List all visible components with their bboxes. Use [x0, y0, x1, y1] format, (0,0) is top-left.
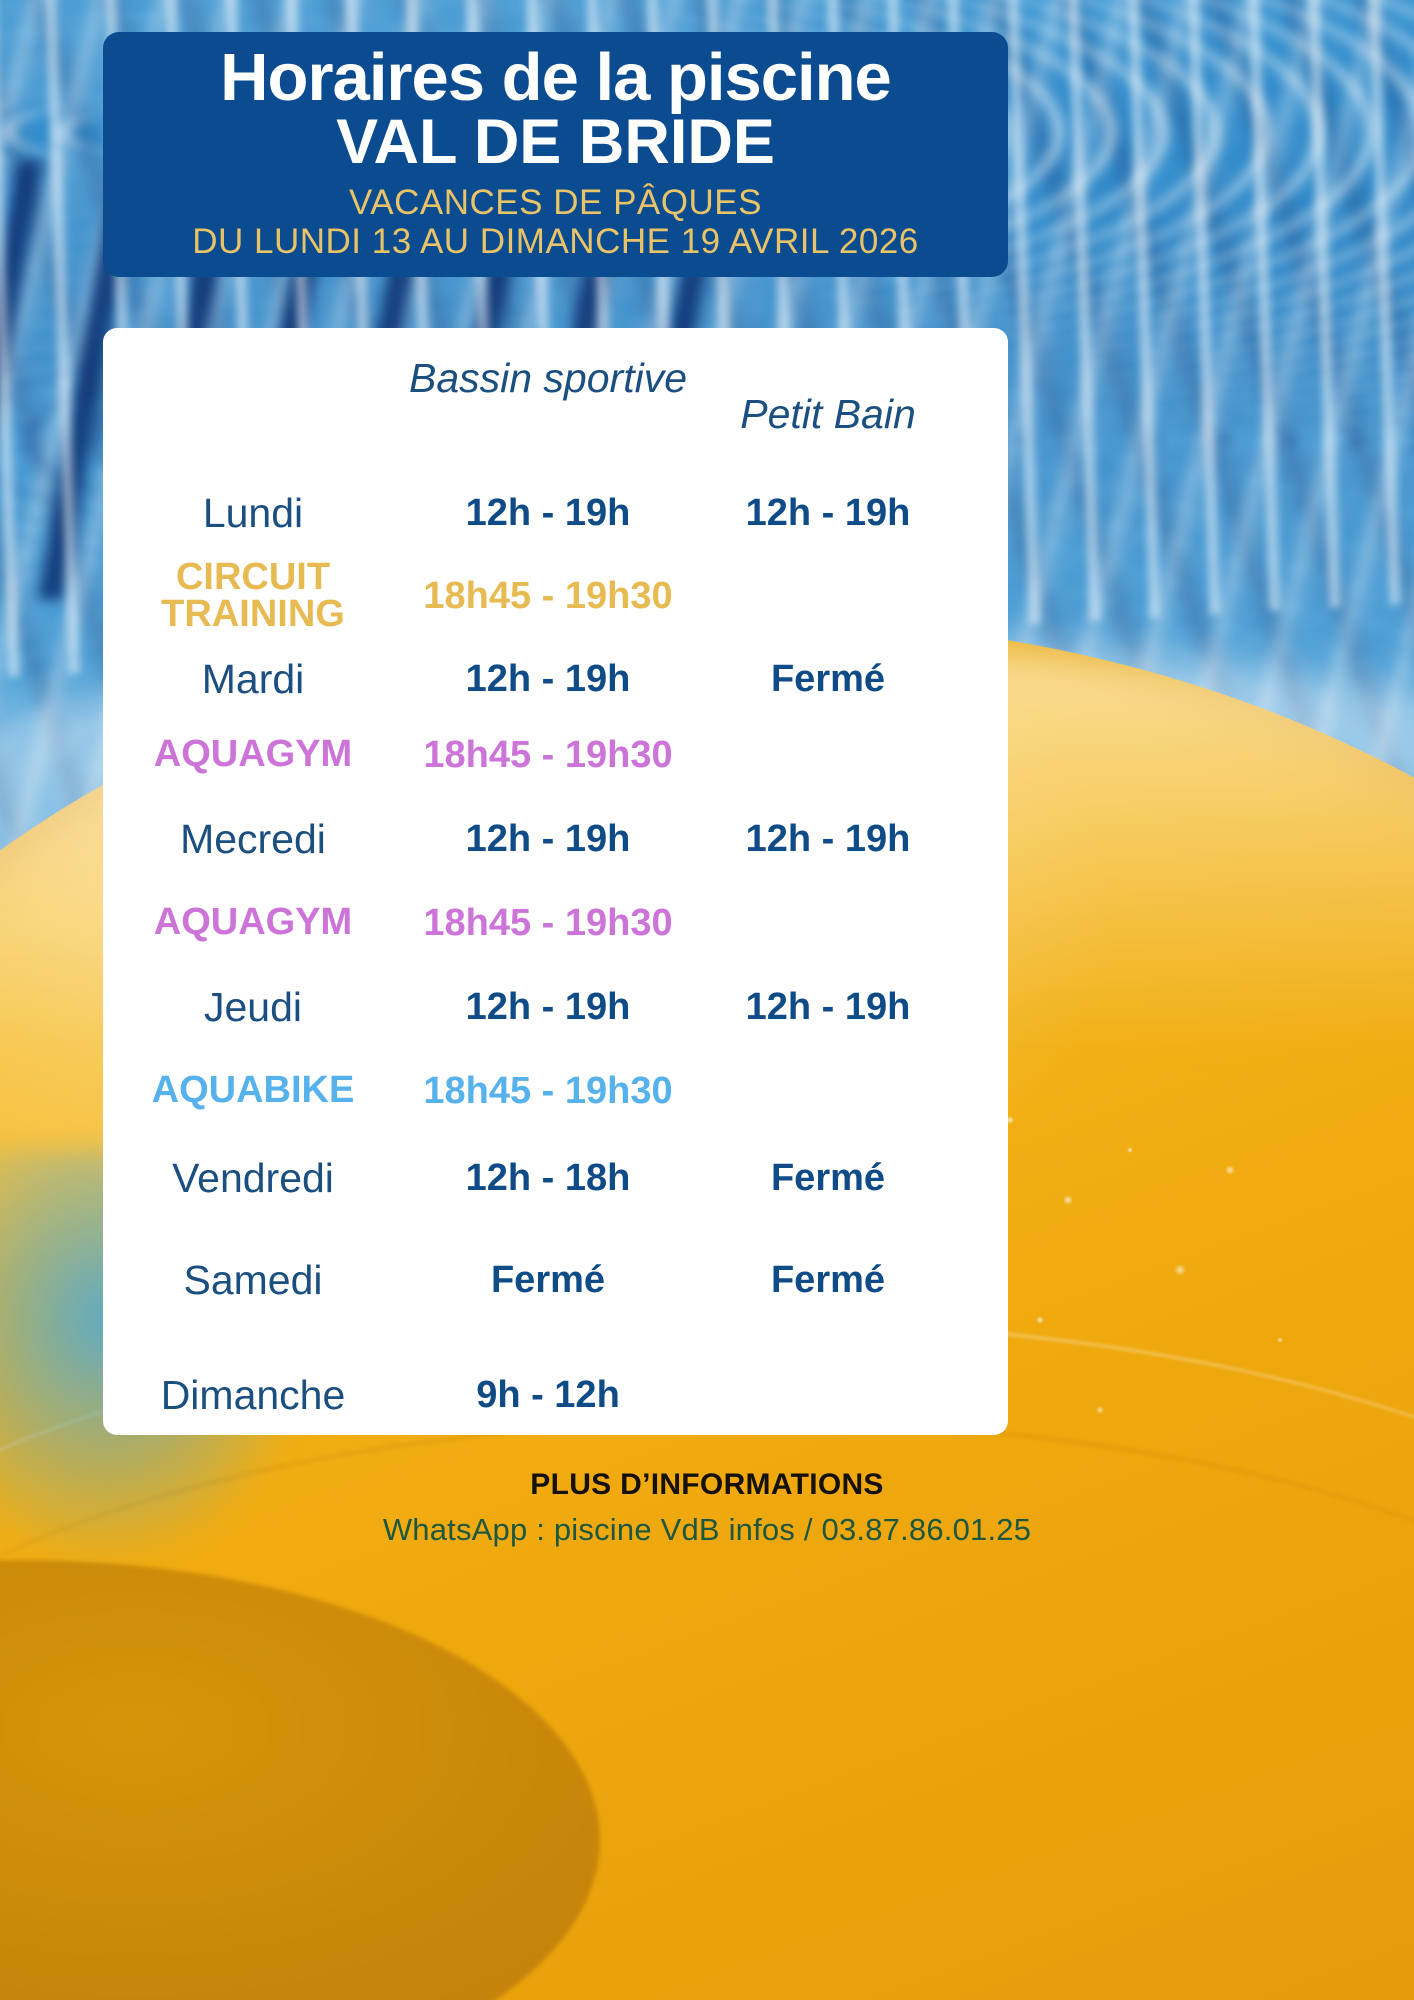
- table-row-day: Lundi 12h - 19h 12h - 19h: [103, 478, 1008, 548]
- cell-activity-time: 18h45 - 19h30: [423, 574, 673, 617]
- table-row-day: Vendredi 12h - 18h Fermé: [103, 1132, 1008, 1224]
- table-row-day: Mecredi 12h - 19h 12h - 19h: [103, 796, 1008, 882]
- cell-activity-name: AQUABIKE: [151, 1069, 355, 1112]
- table-row-day: Dimanche 9h - 12h: [103, 1336, 1008, 1454]
- cell-day-name: Lundi: [202, 489, 304, 536]
- cell-activity-name: AQUAGYM: [153, 901, 353, 944]
- cell-petit-bain-hours: Fermé: [770, 1258, 886, 1301]
- cell-day-name: Vendredi: [172, 1154, 334, 1201]
- cell-bassin-sportive-hours: 12h - 19h: [465, 985, 631, 1028]
- column-header-petit-bain: Petit Bain: [740, 391, 916, 437]
- table-row-day: Mardi 12h - 19h Fermé: [103, 644, 1008, 714]
- cell-petit-bain-hours: 12h - 19h: [745, 817, 911, 860]
- schedule-column-headers: Bassin sportive Petit Bain: [103, 355, 1008, 438]
- column-header-bassin-sportive: Bassin sportive: [408, 355, 687, 401]
- cell-day-name: Mardi: [201, 655, 305, 702]
- cell-bassin-sportive-hours: 9h - 12h: [476, 1373, 620, 1416]
- cell-petit-bain-hours: Fermé: [770, 1156, 886, 1199]
- cell-day-name: Mecredi: [180, 815, 326, 862]
- schedule-card: Bassin sportive Petit Bain Lundi 12h - 19…: [103, 328, 1008, 1435]
- table-row-activity: AQUABIKE 18h45 - 19h30: [103, 1050, 1008, 1132]
- schedule-rows: Lundi 12h - 19h 12h - 19h CIRCUIT TRAINING 1…: [103, 478, 1008, 1454]
- cell-activity-name: CIRCUIT TRAINING: [161, 555, 345, 635]
- table-row-activity: AQUAGYM 18h45 - 19h30: [103, 714, 1008, 796]
- table-row-day: Samedi Fermé Fermé: [103, 1224, 1008, 1336]
- table-row-activity: CIRCUIT TRAINING 18h45 - 19h30: [103, 548, 1008, 644]
- footer: PLUS D’INFORMATIONS WhatsApp : piscine V…: [0, 1468, 1414, 1548]
- cell-day-name: Jeudi: [203, 983, 302, 1030]
- cell-day-name: Dimanche: [160, 1371, 346, 1418]
- cell-activity-time: 18h45 - 19h30: [423, 733, 673, 776]
- cell-petit-bain-hours: 12h - 19h: [745, 985, 911, 1028]
- cell-bassin-sportive-hours: 12h - 18h: [465, 1156, 631, 1199]
- footer-title: PLUS D’INFORMATIONS: [530, 1468, 884, 1501]
- cell-petit-bain-hours: 12h - 19h: [745, 491, 911, 534]
- cell-activity-time: 18h45 - 19h30: [423, 901, 673, 944]
- cell-day-name: Samedi: [183, 1256, 323, 1303]
- cell-bassin-sportive-hours: 12h - 19h: [465, 491, 631, 534]
- cell-petit-bain-hours: Fermé: [770, 657, 886, 700]
- header-subtitle-period: VACANCES DE PÂQUES: [349, 182, 762, 222]
- table-row-day: Jeudi 12h - 19h 12h - 19h: [103, 964, 1008, 1050]
- table-row-activity: AQUAGYM 18h45 - 19h30: [103, 882, 1008, 964]
- cell-bassin-sportive-hours: 12h - 19h: [465, 657, 631, 700]
- page-title-line-2: VAL DE BRIDE: [336, 107, 775, 178]
- cell-activity-name: AQUAGYM: [153, 733, 353, 776]
- footer-contact: WhatsApp : piscine VdB infos / 03.87.86.…: [382, 1512, 1032, 1547]
- cell-bassin-sportive-hours: 12h - 19h: [465, 817, 631, 860]
- cell-activity-time: 18h45 - 19h30: [423, 1069, 673, 1112]
- water-droplets: [980, 1080, 1400, 1500]
- page-title-line-1: Horaires de la piscine: [220, 40, 892, 115]
- header-panel: Horaires de la piscine VAL DE BRIDE VACA…: [103, 32, 1008, 277]
- cell-bassin-sportive-hours: Fermé: [490, 1258, 606, 1301]
- header-subtitle-dates: DU LUNDI 13 AU DIMANCHE 19 AVRIL 2026: [192, 221, 919, 261]
